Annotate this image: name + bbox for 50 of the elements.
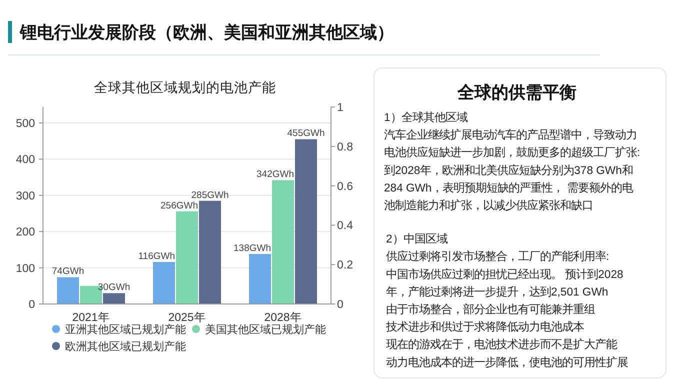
text: 由于市场整合，部分企业也有可能兼并重组: [386, 303, 595, 316]
y2-tick-label: 0.6: [337, 180, 353, 193]
text: 284 GWh，表明预期短缺的严重性， 需要额外的电: [384, 181, 633, 194]
data-label: 138GWh: [234, 243, 271, 254]
bar: [249, 254, 271, 304]
y-tick-label: 300: [16, 190, 35, 202]
text: 中国市场供应过剩的担忧已经出现。 预计到2028: [386, 268, 624, 281]
chart-title: 全球其他区域规划的电池产能: [94, 80, 276, 95]
data-label: 116GWh: [138, 250, 175, 262]
y-tick-label: 200: [16, 226, 35, 239]
text: 到2028年，欧洲和北美供应短缺分别为378 GWh和: [384, 164, 633, 177]
y2-tick-label: 1: [337, 102, 344, 114]
bar: [295, 139, 317, 304]
text: 汽车企业继续扩展电动汽车的产品型谱中，导致动力: [384, 128, 637, 142]
bar: [272, 180, 294, 304]
bar: [199, 200, 221, 304]
text: 现在的游戏在于，电池技术进步而不是扩大产能: [386, 338, 617, 352]
data-label: 455GWh: [287, 128, 325, 140]
y2-tick-label: 0.2: [337, 260, 353, 272]
text: 2）中国区域: [386, 232, 448, 246]
bar: [103, 293, 125, 304]
text: 池制造能力和扩张，以减少供应紧张和缺口: [384, 199, 593, 212]
legend-label: 亚洲其他区域已规划产能: [65, 323, 186, 336]
y-tick-label: 100: [16, 262, 35, 275]
y-tick-label: 400: [16, 154, 35, 166]
bar: [176, 211, 198, 304]
text: 动力电池成本的进一步降低，使电池的可用性扩展: [386, 356, 628, 369]
text: 电池供应短缺进一步加剧，鼓励更多的超级工厂扩张:: [384, 146, 640, 160]
text: 1）全球其他区域: [384, 111, 468, 124]
data-label: 285GWh: [191, 190, 229, 201]
y2-tick-label: 0: [337, 299, 344, 311]
bar: [153, 262, 175, 304]
x-tick-label: 2021年: [72, 311, 110, 324]
text: 年，产能过剩将进一步提升，达到2,501 GWh: [386, 285, 608, 298]
text: 技术进步和供过于求将降低动力电池成本: [385, 320, 584, 334]
text: 供应过剩将引发市场整合，工厂的产能利用率:: [386, 250, 610, 264]
y2-tick-label: 0.4: [337, 220, 354, 232]
data-label: 342GWh: [256, 169, 294, 180]
text: 全球的供需平衡: [456, 83, 576, 102]
data-label: 256GWh: [160, 200, 198, 212]
y-tick-label: 0: [28, 299, 35, 311]
y-tick-label: 500: [16, 118, 35, 130]
legend-label: 欧洲其他区域已规划产能: [65, 340, 186, 353]
x-tick-label: 2028年: [264, 311, 302, 324]
bar: [57, 277, 79, 304]
text: 锂电行业发展阶段（欧洲、美国和亚洲其他区域）: [19, 23, 394, 42]
y2-tick-label: 0.8: [337, 141, 353, 154]
x-tick-label: 2025年: [168, 311, 206, 324]
legend-label: 美国其他区域已规划产能: [205, 323, 326, 336]
data-label: 74GWh: [52, 266, 84, 278]
